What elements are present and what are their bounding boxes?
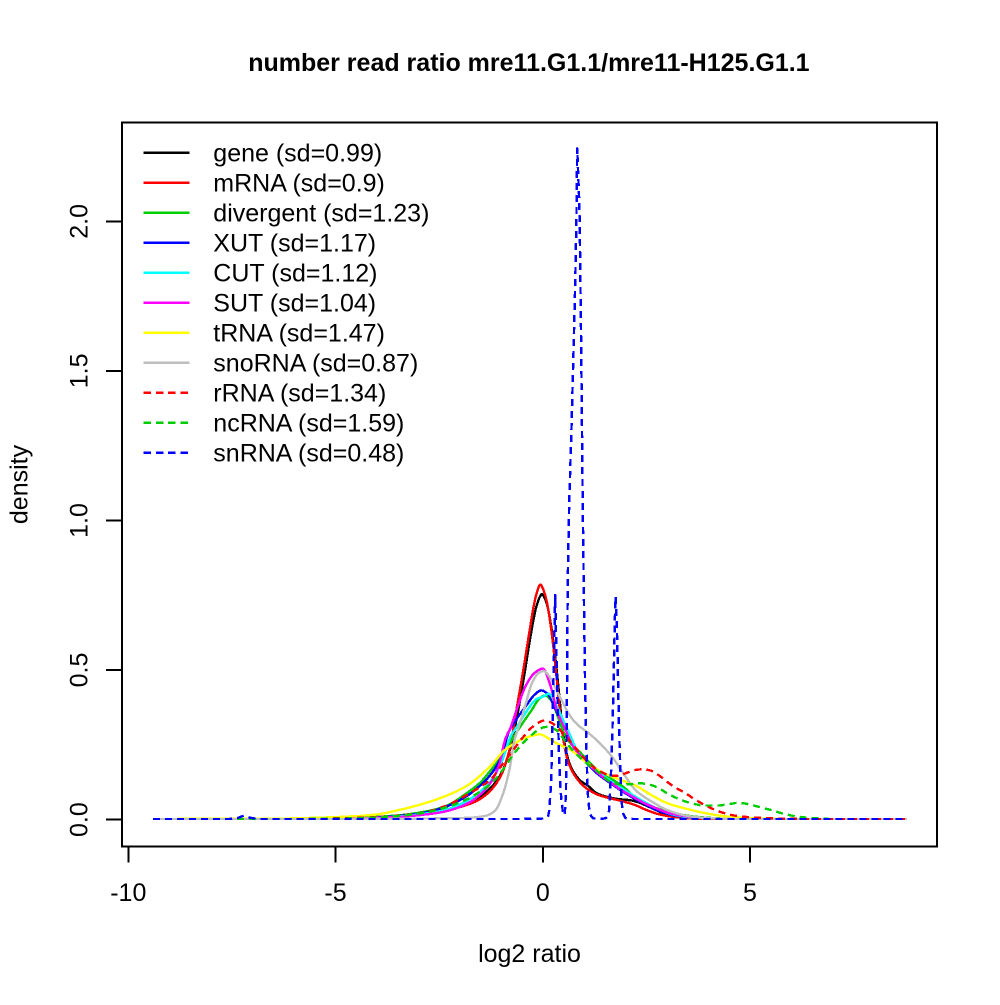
svg-text:-10: -10 bbox=[110, 879, 146, 907]
svg-text:gene (sd=0.99): gene (sd=0.99) bbox=[213, 140, 382, 168]
svg-text:-5: -5 bbox=[324, 879, 346, 907]
svg-text:0: 0 bbox=[536, 879, 550, 907]
svg-text:snRNA (sd=0.48): snRNA (sd=0.48) bbox=[213, 440, 404, 468]
svg-text:5: 5 bbox=[743, 879, 757, 907]
svg-text:SUT (sd=1.04): SUT (sd=1.04) bbox=[213, 290, 376, 318]
svg-text:log2 ratio: log2 ratio bbox=[478, 940, 581, 968]
svg-text:tRNA (sd=1.47): tRNA (sd=1.47) bbox=[213, 320, 385, 348]
svg-text:0.0: 0.0 bbox=[65, 802, 93, 837]
svg-text:rRNA (sd=1.34): rRNA (sd=1.34) bbox=[213, 380, 386, 408]
svg-text:XUT (sd=1.17): XUT (sd=1.17) bbox=[213, 230, 376, 258]
svg-text:CUT (sd=1.12): CUT (sd=1.12) bbox=[213, 260, 377, 288]
svg-text:1.5: 1.5 bbox=[65, 354, 93, 389]
svg-text:divergent (sd=1.23): divergent (sd=1.23) bbox=[213, 200, 429, 228]
svg-text:0.5: 0.5 bbox=[65, 653, 93, 688]
svg-text:snoRNA (sd=0.87): snoRNA (sd=0.87) bbox=[213, 350, 418, 378]
svg-text:1.0: 1.0 bbox=[65, 503, 93, 538]
svg-text:number read ratio mre11.G1.1/m: number read ratio mre11.G1.1/mre11-H125.… bbox=[248, 49, 809, 77]
svg-text:2.0: 2.0 bbox=[65, 204, 93, 239]
svg-text:mRNA (sd=0.9): mRNA (sd=0.9) bbox=[213, 170, 385, 198]
svg-text:ncRNA (sd=1.59): ncRNA (sd=1.59) bbox=[213, 410, 404, 438]
svg-text:density: density bbox=[6, 444, 34, 524]
